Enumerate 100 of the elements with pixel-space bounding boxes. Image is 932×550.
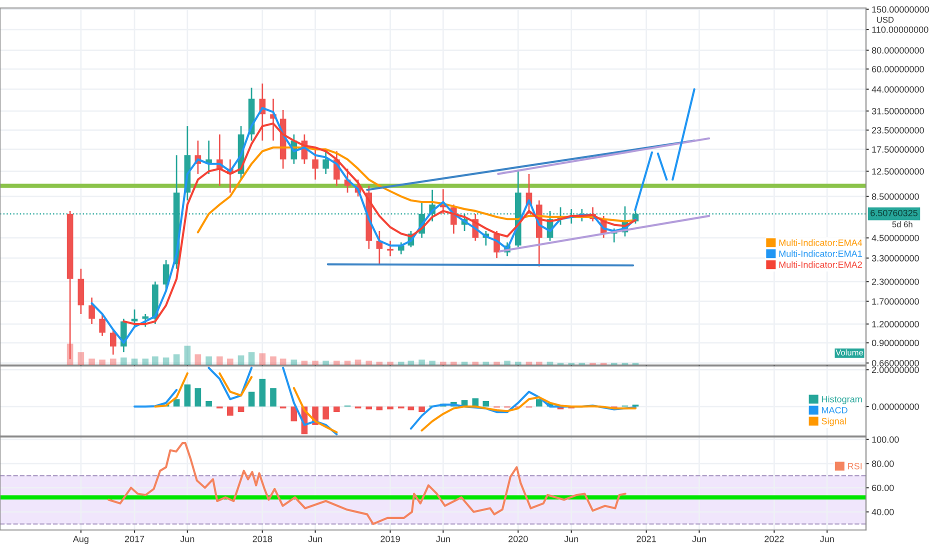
legend-label: Multi-Indicator:EMA2 bbox=[779, 261, 862, 268]
candlestick bbox=[131, 308, 138, 328]
y-tick-label: 80.00000000 bbox=[872, 47, 924, 54]
candlestick bbox=[99, 313, 106, 337]
bar bbox=[312, 360, 318, 365]
bar bbox=[504, 360, 510, 365]
y-tick-label: 1.70000000 bbox=[872, 298, 919, 305]
x-tick-label: Jun bbox=[180, 536, 194, 542]
y-tick-label: 12.50000000 bbox=[872, 168, 924, 175]
y-tick-label: 60.00 bbox=[872, 484, 894, 492]
candlestick bbox=[322, 150, 329, 175]
x-tick-label: Jun bbox=[436, 536, 450, 542]
bar bbox=[376, 362, 383, 365]
candlestick bbox=[110, 329, 116, 356]
y-tick-label: 0.00000000 bbox=[872, 403, 919, 410]
candlestick bbox=[142, 313, 149, 328]
y-tick-label: 44.00000000 bbox=[872, 86, 924, 93]
x-tick-label: 2020 bbox=[508, 536, 528, 542]
bar bbox=[376, 406, 383, 410]
y-tick-label: 23.50000000 bbox=[872, 127, 924, 134]
legend-label: Signal bbox=[822, 418, 846, 426]
bar bbox=[408, 406, 414, 410]
x-tick-label: Jun bbox=[692, 536, 706, 542]
y-tick-label: 2.30000000 bbox=[872, 278, 919, 285]
y-tick-label: 2.00000000 bbox=[872, 366, 919, 374]
y-tick-label: 80.00 bbox=[872, 460, 894, 467]
bar bbox=[290, 406, 298, 422]
y-tick-label: 60.00000000 bbox=[872, 66, 924, 72]
text: USD bbox=[877, 16, 894, 23]
bar bbox=[110, 358, 116, 365]
x-tick-label: 2018 bbox=[252, 536, 272, 542]
x-tick-label: 2022 bbox=[764, 536, 784, 542]
bar bbox=[301, 360, 308, 365]
bar bbox=[494, 362, 500, 365]
bar bbox=[366, 406, 372, 410]
bar bbox=[248, 392, 255, 407]
bar bbox=[259, 378, 266, 407]
bar bbox=[429, 360, 436, 365]
bar bbox=[184, 346, 191, 365]
bar bbox=[227, 406, 234, 416]
x-tick-label: Jun bbox=[308, 536, 322, 542]
x-tick-label: 2021 bbox=[636, 536, 656, 542]
candlestick bbox=[88, 296, 95, 325]
bar bbox=[440, 362, 446, 365]
y-tick-label: 150.00000000 bbox=[872, 6, 929, 13]
annotation: Volume bbox=[836, 349, 864, 356]
bar bbox=[322, 360, 329, 365]
bar bbox=[387, 362, 394, 365]
x-tick-label: Jun bbox=[564, 536, 578, 542]
bar bbox=[194, 388, 202, 407]
x-tick-label: 2017 bbox=[124, 536, 144, 542]
ref-line-label: 6.50760325 bbox=[870, 210, 918, 216]
bar bbox=[88, 358, 95, 365]
y-tick-label: 110.00000000 bbox=[872, 26, 928, 33]
bar bbox=[238, 355, 244, 365]
y-tick-label: 0.66000000 bbox=[872, 360, 919, 366]
text: 5d 6h bbox=[892, 221, 912, 228]
bar bbox=[472, 362, 479, 365]
bar bbox=[173, 354, 180, 365]
bar bbox=[173, 399, 180, 407]
y-tick-label: 40.00 bbox=[872, 508, 894, 516]
bar bbox=[290, 360, 298, 365]
x-tick-label: Jun bbox=[820, 536, 834, 542]
x-tick-label: Aug bbox=[72, 536, 88, 544]
y-tick-label: 31.50000000 bbox=[872, 108, 924, 114]
bar bbox=[206, 356, 212, 365]
bar bbox=[514, 362, 522, 365]
bar bbox=[387, 406, 394, 410]
bar bbox=[334, 406, 340, 412]
bar bbox=[344, 360, 351, 365]
bar bbox=[184, 384, 191, 407]
y-tick-label: 1.20000000 bbox=[872, 320, 919, 328]
bar bbox=[322, 406, 329, 420]
bar bbox=[334, 360, 340, 365]
bar bbox=[259, 353, 266, 365]
bar bbox=[354, 360, 362, 365]
bar bbox=[280, 358, 286, 365]
bar bbox=[418, 406, 425, 412]
line-series bbox=[108, 442, 626, 526]
candlestick bbox=[376, 230, 383, 265]
bar bbox=[366, 360, 372, 365]
legend-label: MACD bbox=[822, 406, 848, 414]
bar bbox=[418, 360, 425, 365]
bar bbox=[227, 358, 234, 365]
y-tick-label: 4.50000000 bbox=[872, 234, 919, 242]
y-tick-label: 0.90000000 bbox=[872, 340, 919, 346]
bar bbox=[78, 352, 84, 365]
bar bbox=[216, 356, 223, 365]
bar bbox=[152, 356, 158, 365]
bar bbox=[120, 358, 127, 365]
y-tick-label: 3.30000000 bbox=[872, 255, 919, 262]
bar bbox=[536, 399, 542, 407]
legend-label: RSI bbox=[848, 462, 862, 470]
bar bbox=[398, 362, 404, 365]
bar bbox=[162, 358, 170, 365]
y-tick-label: 100.00 bbox=[872, 436, 899, 443]
legend-label: Multi-Indicator:EMA1 bbox=[779, 250, 862, 257]
y-tick-label: 8.50000000 bbox=[872, 193, 919, 200]
legend-label: Multi-Indicator:EMA4 bbox=[779, 239, 862, 246]
x-tick-label: 2019 bbox=[380, 536, 400, 542]
